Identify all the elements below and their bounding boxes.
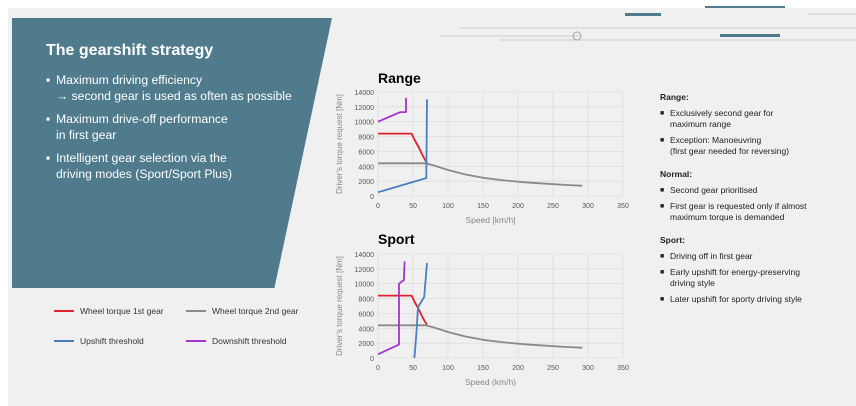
x-tick-label: 150: [477, 203, 489, 210]
mode-notes: Range: ■ Exclusively second gear for maxi…: [660, 92, 850, 310]
note-item: ■ First gear is requested only if almost …: [660, 201, 807, 222]
note-text: Early upshift for energy-preserving driv…: [670, 267, 800, 288]
legend-item-1st-gear: Wheel torque 1st gear: [54, 306, 164, 316]
y-tick-label: 4000: [358, 164, 374, 171]
note-text: Later upshift for sporty driving style: [670, 294, 802, 304]
chart-title-sport: Sport: [378, 231, 415, 247]
x-tick-label: 250: [547, 203, 559, 210]
y-axis-label: Driver's torque request [Nm]: [335, 94, 344, 194]
x-tick-label: 100: [442, 203, 454, 210]
series-line-wheel-torque-2nd-gear: [378, 324, 583, 349]
chart-title-range: Range: [378, 70, 421, 86]
series-line-downshift-threshold: [377, 261, 406, 356]
legend-item-2nd-gear: Wheel torque 2nd gear: [186, 306, 298, 316]
series-line-wheel-torque-1st-gear: [378, 132, 428, 164]
note-item: ■ Exclusively second gear for maximum ran…: [660, 108, 774, 129]
legend-item-downshift: Downshift threshold: [186, 336, 287, 346]
y-tick-label: 14000: [355, 90, 375, 97]
series-line-upshift-threshold: [413, 262, 428, 359]
series-line-wheel-torque-2nd-gear: [378, 162, 583, 187]
note-item: ■ Driving off in first gear: [660, 251, 753, 261]
x-tick-label: 50: [409, 203, 417, 210]
legend-label: Upshift threshold: [80, 336, 144, 346]
y-tick-label: 4000: [358, 326, 374, 333]
x-tick-label: 150: [477, 365, 489, 372]
range-chart: 0 2000 4000 6000 8000 10000 12000 14000 0 50 100 15…: [335, 90, 629, 225]
y-tick-label: 10000: [355, 120, 375, 127]
note-item: ■ Exception: Manoeuvring (first gear need…: [660, 135, 790, 156]
x-axis-label: Speed (km/h): [465, 377, 516, 387]
bullet-list: ▪ Maximum driving efficiency → second gea…: [46, 72, 316, 189]
series-line-upshift-threshold: [377, 99, 428, 194]
legend-label: Wheel torque 2nd gear: [212, 306, 299, 316]
y-axis-label: Driver's torque request [Nm]: [335, 256, 344, 356]
bullet-text: Maximum drive-off performance in first g…: [56, 112, 228, 142]
x-tick-label: 250: [547, 365, 559, 372]
y-tick-label: 0: [370, 194, 374, 201]
note-heading-normal: Normal:: [660, 169, 693, 179]
note-text: First gear is requested only if almost m…: [670, 201, 807, 222]
legend-item-upshift: Upshift threshold: [54, 336, 144, 346]
note-text: Driving off in first gear: [670, 251, 753, 261]
note-item: ■ Second gear prioritised: [660, 185, 758, 195]
y-tick-label: 0: [370, 356, 374, 363]
note-heading-range: Range:: [660, 92, 689, 102]
bullet-item: ▪ Maximum drive-off performance in first …: [46, 112, 228, 142]
bullet-item: ▪ Intelligent gear selection via the driv…: [46, 151, 233, 181]
bullet-text: Maximum driving efficiency → second gear…: [56, 73, 292, 103]
bullet-item: ▪ Maximum driving efficiency → second gea…: [46, 73, 292, 103]
x-tick-label: 300: [582, 365, 594, 372]
note-text: Second gear prioritised: [670, 185, 758, 195]
x-tick-label: 200: [512, 203, 524, 210]
panel-title: The gearshift strategy: [46, 42, 214, 59]
sport-chart: 0 2000 4000 6000 8000 10000 12000 14000 0 50 100 15…: [335, 252, 629, 387]
y-tick-label: 12000: [355, 267, 375, 274]
legend-label: Downshift threshold: [212, 336, 287, 346]
y-tick-label: 14000: [355, 252, 375, 259]
title-panel: [12, 18, 332, 288]
legend-swatch: [54, 310, 74, 312]
note-text: Exclusively second gear for maximum rang…: [670, 108, 774, 129]
x-tick-label: 100: [442, 365, 454, 372]
x-tick-label: 350: [617, 365, 629, 372]
series-line-wheel-torque-1st-gear: [378, 294, 428, 326]
note-item: ■ Early upshift for energy-preserving dri…: [660, 267, 800, 288]
x-tick-label: 200: [512, 365, 524, 372]
note-text: Exception: Manoeuvring (first gear neede…: [670, 135, 790, 156]
legend-swatch: [186, 310, 206, 312]
y-tick-label: 10000: [355, 282, 375, 289]
decorative-lines: [440, 6, 856, 41]
y-tick-label: 2000: [358, 341, 374, 348]
x-tick-label: 0: [376, 203, 380, 210]
x-tick-label: 50: [409, 365, 417, 372]
x-tick-label: 300: [582, 203, 594, 210]
x-tick-label: 350: [617, 203, 629, 210]
x-axis-label: Speed [km/h]: [465, 215, 515, 225]
legend-label: Wheel torque 1st gear: [80, 306, 164, 316]
y-tick-label: 8000: [358, 135, 374, 142]
bullet-text: Intelligent gear selection via the drivi…: [56, 151, 233, 181]
x-tick-label: 0: [376, 365, 380, 372]
note-item: ■ Later upshift for sporty driving style: [660, 294, 802, 304]
y-tick-label: 8000: [358, 297, 374, 304]
legend-swatch: [186, 340, 206, 342]
series-line-downshift-threshold: [377, 97, 407, 123]
y-tick-label: 6000: [358, 311, 374, 318]
legend-swatch: [54, 340, 74, 342]
y-tick-label: 12000: [355, 105, 375, 112]
note-heading-sport: Sport:: [660, 235, 686, 245]
y-tick-label: 6000: [358, 149, 374, 156]
y-tick-label: 2000: [358, 179, 374, 186]
